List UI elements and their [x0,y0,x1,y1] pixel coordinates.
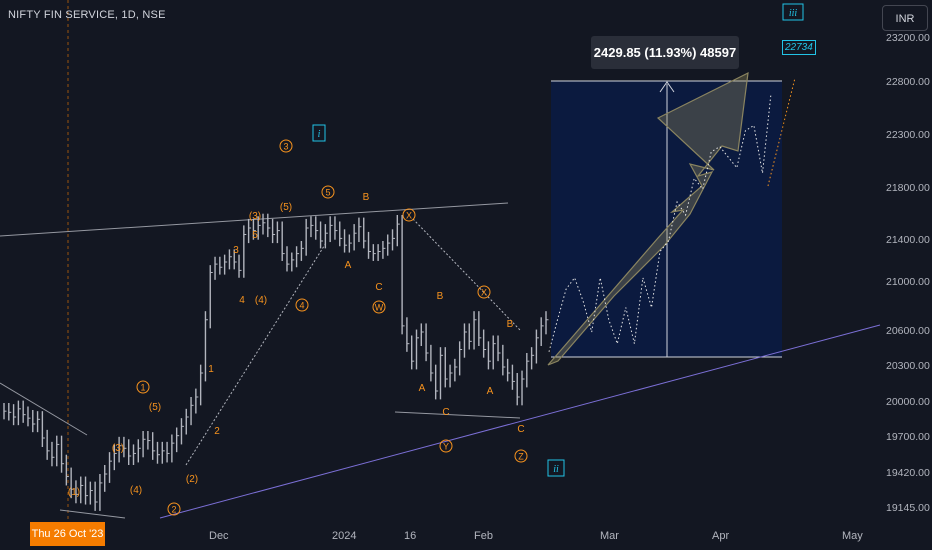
wave-label[interactable]: (2) [186,474,198,485]
price-tick-label: 20300.00 [886,360,930,372]
circled-wave-label: X [406,211,412,221]
decline-line-left[interactable] [0,382,88,436]
time-tick-label: Feb [474,530,493,542]
measure-readout: 2429.85 (11.93%) 48597 [591,36,739,69]
time-tick-label: Dec [209,530,229,542]
circled-wave-marker[interactable] [514,449,528,463]
circled-wave-marker[interactable] [167,502,181,516]
cyan-wave-label: iii [789,8,798,19]
time-tick-label: 2024 [332,530,357,542]
circled-wave-marker[interactable] [402,208,416,222]
wave-labels: (1) (2) (3) (4) (5) 1 2 3 4 5 (3) (4) (5) A B C A B C A B C 1 2… [68,3,804,516]
base-line-right[interactable] [394,411,521,419]
target-price-label: 22734 [782,40,816,55]
wave-label[interactable]: A [487,386,494,397]
projection-measure-arrowhead [659,81,675,93]
circled-wave-marker[interactable] [372,300,386,314]
projected-orange-path [767,77,796,187]
circled-wave-marker[interactable] [477,285,491,299]
circled-wave-label: 1 [140,383,145,393]
wave-label[interactable]: C [517,424,524,435]
wave-label[interactable]: (5) [149,402,161,413]
circled-wave-marker[interactable] [321,185,335,199]
price-tick-label: 21000.00 [886,276,930,288]
wave-label[interactable]: (4) [130,485,142,496]
circled-wave-label: 4 [299,301,304,311]
circled-wave-label: 3 [283,142,288,152]
wave-label[interactable]: A [345,260,352,271]
price-tick-label: 20000.00 [886,396,930,408]
wave-label[interactable]: (1) [68,487,80,498]
wave-label[interactable]: 2 [214,426,220,437]
circled-wave-label: 5 [325,188,330,198]
wave-label[interactable]: (5) [280,202,292,213]
circled-wave-label: W [375,303,384,313]
price-tick-label: 22300.00 [886,129,930,141]
wave-connector-2 [412,218,521,331]
cyan-wave-box[interactable] [312,124,326,142]
wave-label[interactable]: C [375,282,382,293]
wave-label[interactable]: 1 [208,364,214,375]
cyan-wave-label: ii [553,464,559,475]
circled-wave-label: Y [443,442,449,452]
crosshair-date-badge: Thu 26 Oct '23 [30,522,105,546]
cyan-wave-label: i [318,129,321,140]
price-tick-label: 19145.00 [886,502,930,514]
wave-label[interactable]: 3 [233,245,239,256]
cyan-wave-box[interactable] [547,459,565,477]
time-tick-label: 16 [404,530,417,542]
price-tick-label: 19700.00 [886,431,930,443]
price-bars [3,213,549,511]
time-tick-label: Mar [600,530,619,542]
price-tick-label: 22800.00 [886,76,930,88]
wave-label[interactable]: B [437,291,444,302]
price-tick-label: 20600.00 [886,325,930,337]
price-tick-label: 23200.00 [886,32,930,44]
wave-label[interactable]: (3) [249,211,261,222]
circled-wave-marker[interactable] [136,380,150,394]
circled-wave-label: X [481,288,487,298]
circled-wave-label: Z [518,452,524,462]
wave-label[interactable]: A [419,383,426,394]
circled-wave-marker[interactable] [439,439,453,453]
wave-label[interactable]: (3) [112,443,124,454]
price-tick-label: 19420.00 [886,467,930,479]
circled-wave-label: 2 [171,505,176,515]
cyan-wave-box[interactable] [782,3,804,21]
time-tick-label: May [842,530,863,542]
circled-wave-marker[interactable] [279,139,293,153]
wave-label[interactable]: 5 [252,230,258,241]
currency-selector[interactable]: INR [882,5,928,31]
circled-wave-marker[interactable] [295,298,309,312]
lower-support-line[interactable] [159,324,881,519]
wave-label[interactable]: B [507,319,514,330]
base-line-left[interactable] [59,509,126,519]
wave-label[interactable]: B [363,192,370,203]
wave-label[interactable]: C [442,407,449,418]
price-tick-label: 21400.00 [886,234,930,246]
ticker-label: NIFTY FIN SERVICE, 1D, NSE [8,9,166,21]
time-tick-label: Apr [712,530,730,542]
wave-label[interactable]: (4) [255,295,267,306]
price-tick-label: 21800.00 [886,182,930,194]
wave-label[interactable]: 4 [239,295,245,306]
wave-connector-1 [185,242,327,466]
projection-arrow[interactable] [547,71,749,366]
